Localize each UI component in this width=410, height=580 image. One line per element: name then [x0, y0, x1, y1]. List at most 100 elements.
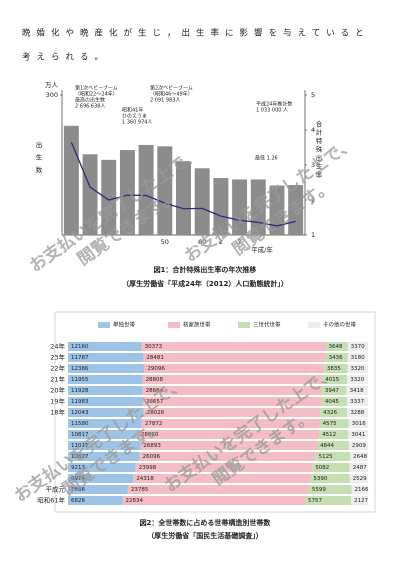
annotation: （昭和46～49年）: [150, 91, 193, 98]
y2-tick-label: 4: [311, 126, 315, 134]
caption: 図1：合計特殊出生率の年次推移: [154, 265, 257, 274]
bar-segment: [135, 463, 313, 472]
bar-segment: [347, 408, 368, 417]
data-label: 3180: [351, 355, 365, 361]
annotation: 昭和41年: [122, 107, 143, 114]
body-text: 晩婚化や晩産化が生じ，出生率に影響を与えていると: [22, 28, 370, 39]
data-label: 5757: [308, 498, 322, 504]
y-tick-label: 19年: [50, 397, 65, 406]
y-tick-label: 21年: [50, 375, 65, 384]
x-tick-label: 7: [238, 238, 242, 246]
bar-segment: [142, 375, 323, 384]
data-label: 3041: [351, 432, 365, 438]
bar-segment: [347, 397, 368, 406]
annotation: 第1次ベビーブーム: [75, 85, 118, 92]
data-label: 9213: [71, 465, 85, 471]
data-label: 23998: [139, 465, 157, 471]
bar-segment: [141, 342, 326, 351]
annotation: 2 696 638人: [75, 104, 105, 110]
y-tick-label: 20年: [50, 386, 65, 395]
bar-segment: [68, 342, 142, 351]
annotation: 第2次ベビーブーム: [150, 85, 193, 92]
x-axis-label: 平成/年: [251, 245, 273, 254]
bar-segment: [315, 452, 351, 461]
bar-segment: [320, 408, 348, 417]
bar-segment: [133, 474, 311, 483]
annotation: 平成24年推計数: [256, 101, 292, 108]
data-label: 5082: [315, 465, 329, 471]
y2-tick-label: 3: [311, 161, 315, 169]
data-label: 26096: [143, 454, 161, 460]
y-tick-label: 平成元: [46, 485, 66, 494]
bar-segment: [68, 408, 144, 417]
data-label: 28026: [147, 410, 165, 416]
bar-segment: [68, 485, 128, 494]
bar-segment: [351, 485, 368, 494]
data-label: 2166: [355, 487, 369, 493]
bar: [82, 154, 98, 235]
bar-segment: [143, 353, 326, 362]
bar-segment: [68, 474, 134, 483]
data-label: 3418: [350, 388, 364, 394]
bar-segment: [142, 397, 322, 406]
bar-segment: [68, 441, 141, 450]
bar-segment: [321, 386, 347, 395]
y2-axis-label: 合計特殊出生率: [314, 119, 322, 180]
bar-segment: [346, 386, 368, 395]
annotation: 2 091 983人: [150, 98, 180, 104]
bar-segment: [348, 441, 368, 450]
bar-segment: [351, 496, 368, 505]
bar-segment: [347, 375, 368, 384]
annotation: （昭和22～24年）: [75, 91, 118, 98]
data-label: 23785: [131, 487, 149, 493]
x-tick-label: 60: [198, 238, 206, 246]
bar-segment: [68, 386, 143, 395]
bar: [194, 168, 210, 235]
data-label: 4512: [322, 432, 336, 438]
data-label: 3648: [329, 344, 343, 350]
bar: [157, 146, 173, 235]
data-label: 11928: [71, 388, 89, 394]
data-label: 2648: [353, 454, 367, 460]
y2-tick-label: 2: [311, 196, 315, 204]
bar-segment: [140, 441, 318, 450]
y-tick-label: 18年: [50, 408, 65, 417]
data-label: 26893: [143, 443, 161, 449]
bar-segment: [139, 452, 316, 461]
data-label: 22834: [126, 498, 144, 504]
data-label: 2909: [352, 443, 366, 449]
data-label: 11787: [71, 355, 89, 361]
data-label: 24318: [136, 476, 154, 482]
bar-segment: [348, 430, 368, 439]
data-label: 28664: [146, 388, 164, 394]
bar-segment: [68, 430, 138, 439]
bar: [250, 179, 266, 235]
data-label: 5599: [312, 487, 326, 493]
y-tick-label: 24年: [50, 342, 65, 351]
unit-label: 万人: [45, 81, 59, 89]
annotation: 1 033 000 人: [256, 108, 288, 114]
bar-segment: [68, 375, 143, 384]
legend-swatch: [98, 322, 110, 328]
data-label: 3016: [352, 421, 366, 427]
y-tick-label: 23年: [50, 353, 65, 362]
bar-segment: [68, 397, 143, 406]
bar-segment: [68, 452, 140, 461]
bar-segment: [141, 419, 320, 428]
data-label: 11017: [71, 443, 89, 449]
legend-label: その他の世帯: [323, 321, 357, 329]
annotation: 1 360 974人: [122, 120, 152, 126]
legend-label: 単独世帯: [113, 321, 136, 329]
data-label: 2127: [354, 498, 368, 504]
bar-segment: [347, 342, 368, 351]
legend-label: 三世代世帯: [253, 321, 281, 329]
legend-swatch: [168, 322, 180, 328]
data-label: 12043: [71, 410, 89, 416]
bar-segment: [348, 419, 368, 428]
data-label: 3320: [350, 377, 364, 383]
bar-segment: [317, 441, 349, 450]
figure-frame: [54, 311, 376, 513]
bar-segment: [68, 496, 123, 505]
